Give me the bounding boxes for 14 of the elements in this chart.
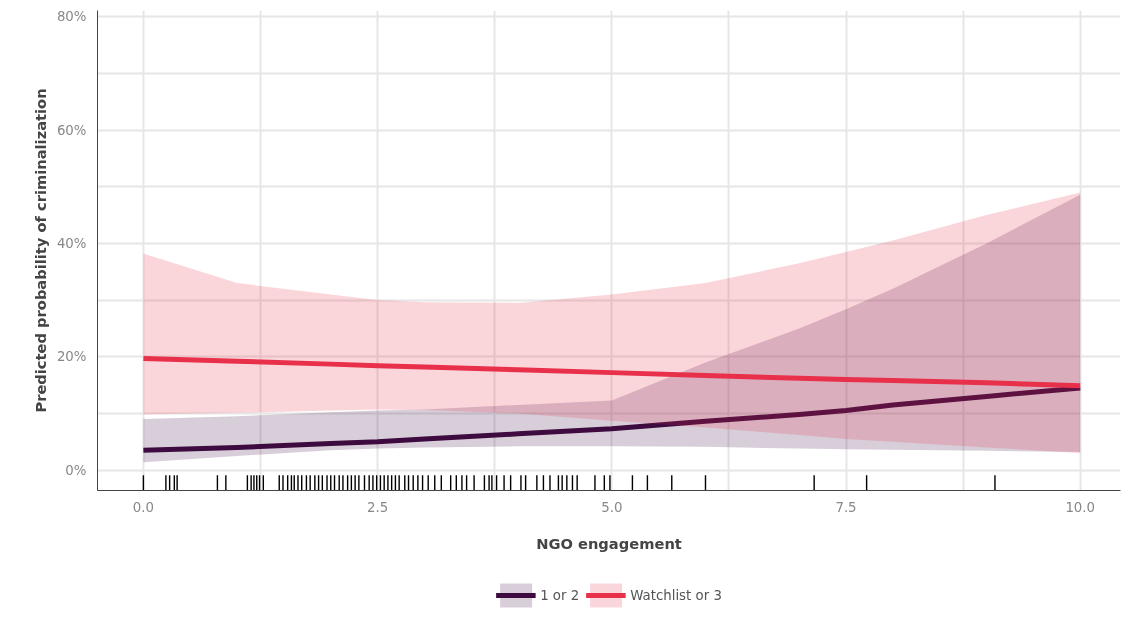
y-tick-label: 20% — [56, 349, 87, 365]
y-axis-title: Predicted probability of criminalization — [31, 88, 49, 413]
x-tick-label: 2.5 — [367, 499, 389, 515]
y-tick-label: 80% — [56, 9, 87, 25]
x-tick-label: 7.5 — [835, 499, 857, 515]
x-tick-label: 0.0 — [132, 499, 155, 515]
x-tick-label: 10.0 — [1065, 499, 1096, 515]
legend-label: Watchlist or 3 — [630, 587, 722, 603]
x-tick-label: 5.0 — [601, 499, 623, 515]
x-axis-title: NGO engagement — [536, 534, 682, 552]
y-tick-label: 0% — [65, 462, 87, 478]
y-tick-label: 60% — [56, 122, 87, 138]
y-tick-label: 40% — [56, 235, 87, 251]
legend-label: 1 or 2 — [540, 587, 580, 603]
